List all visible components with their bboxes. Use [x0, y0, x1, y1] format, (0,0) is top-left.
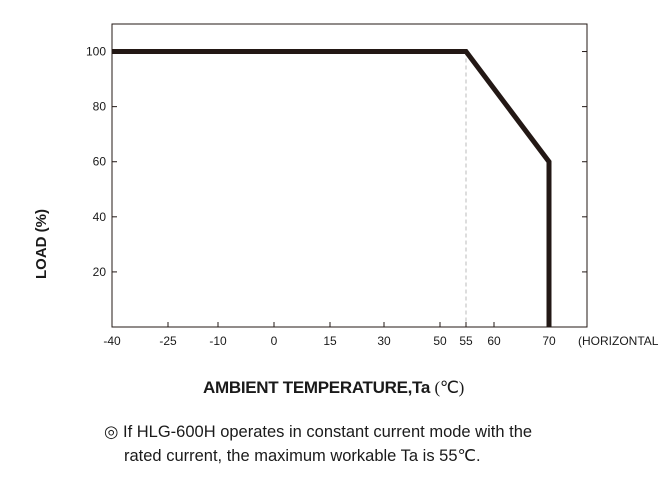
- x-axis-ticks: -40 -25 -10 0 15 30 50 55 60 70: [103, 322, 556, 348]
- y-tick-label-80: 80: [93, 100, 107, 114]
- y-tick-label-40: 40: [93, 210, 107, 224]
- y-axis-label: LOAD (%): [33, 209, 50, 279]
- series-line-0: [112, 49, 552, 327]
- y-tick-label-60: 60: [93, 155, 107, 169]
- series-group: [112, 49, 552, 327]
- y-tick-label-20: 20: [93, 265, 107, 279]
- x-axis-note: (HORIZONTAL: [578, 334, 659, 348]
- x-tick-label--10: -10: [209, 334, 227, 348]
- x-axis-label-text: AMBIENT TEMPERATURE,Ta: [203, 378, 431, 397]
- derating-note: ◎ If HLG-600H operates in constant curre…: [104, 420, 644, 468]
- derating-chart: -40 -25 -10 0 15 30 50 55 60 70 20 40 60 80 100 (HORI…: [33, 23, 659, 348]
- x-tick-label-15: 15: [323, 334, 337, 348]
- x-tick-label-70: 70: [542, 334, 556, 348]
- note-line-2: rated current, the maximum workable Ta i…: [124, 447, 481, 465]
- x-tick-label-55: 55: [459, 334, 473, 348]
- x-tick-label-0: 0: [271, 334, 278, 348]
- x-tick-label-60: 60: [487, 334, 501, 348]
- note-line-1: If HLG-600H operates in constant current…: [123, 423, 533, 441]
- x-tick-label--40: -40: [103, 334, 121, 348]
- x-tick-label-50: 50: [433, 334, 447, 348]
- note-bullet-icon: ◎: [104, 423, 119, 441]
- y-tick-label-100: 100: [86, 45, 106, 59]
- x-axis-label: AMBIENT TEMPERATURE,Ta (℃): [0, 378, 667, 398]
- x-axis-label-unit: (℃): [434, 378, 464, 397]
- x-tick-label--25: -25: [159, 334, 177, 348]
- y-axis-ticks: 20 40 60 80 100: [86, 45, 587, 279]
- x-tick-label-30: 30: [377, 334, 391, 348]
- plot-frame: [111, 23, 588, 328]
